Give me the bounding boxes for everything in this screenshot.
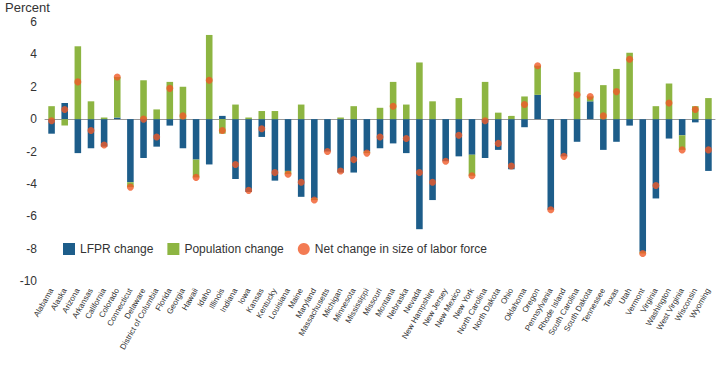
svg-text:Oregon: Oregon [520,286,542,315]
svg-text:Utah: Utah [617,286,634,306]
svg-text:Kansas: Kansas [244,286,266,315]
svg-text:Pennsylvania: Pennsylvania [523,286,555,333]
svg-text:New Mexico: New Mexico [433,286,463,329]
svg-text:Virginia: Virginia [638,286,660,315]
svg-text:New Jersey: New Jersey [420,286,450,328]
svg-text:Idaho: Idaho [195,286,214,309]
svg-text:Connecticut: Connecticut [105,286,135,328]
svg-text:Massachusetts: Massachusetts [296,286,332,338]
svg-text:Hawaii: Hawaii [180,286,200,312]
svg-text:California: California [83,286,108,321]
svg-text:LFPR change: LFPR change [80,242,154,256]
svg-text:South Carolina: South Carolina [546,286,581,337]
svg-text:Georgia: Georgia [164,286,187,316]
svg-text:Rhode Island: Rhode Island [536,286,568,332]
svg-text:Wisconsin: Wisconsin [673,286,700,323]
svg-text:-6: -6 [26,209,37,223]
svg-text:North Carolina: North Carolina [455,286,489,336]
svg-text:Net change in size of labor fo: Net change in size of labor force [315,242,487,256]
svg-text:West Virginia: West Virginia [654,286,687,332]
svg-text:Alaska: Alaska [48,286,69,312]
svg-text:Nebraska: Nebraska [385,286,411,321]
svg-text:Nevada: Nevada [401,286,424,316]
svg-text:Arkansas: Arkansas [70,286,95,321]
svg-text:Alabama: Alabama [31,286,56,319]
svg-text:6: 6 [30,15,37,29]
svg-text:Delaware: Delaware [122,286,148,321]
svg-text:Louisiana: Louisiana [267,286,292,321]
svg-text:Iowa: Iowa [236,286,253,306]
svg-text:Arizona: Arizona [60,286,82,315]
svg-text:South Dakota: South Dakota [562,286,595,334]
svg-text:New Hampshire: New Hampshire [400,286,437,341]
svg-text:Tennessee: Tennessee [580,286,608,325]
svg-text:Washington: Washington [644,286,673,328]
svg-text:Percent: Percent [5,0,50,15]
svg-text:Colorado: Colorado [97,286,122,320]
svg-text:4: 4 [30,47,37,61]
svg-text:Montana: Montana [373,286,397,319]
svg-text:Florida: Florida [153,286,174,313]
svg-text:North Dakota: North Dakota [471,286,503,332]
svg-text:Illinois: Illinois [207,286,227,311]
svg-text:Texas: Texas [602,287,620,310]
svg-text:-4: -4 [26,177,37,191]
svg-text:Minnesota: Minnesota [331,286,358,324]
svg-text:New York: New York [451,286,476,321]
svg-text:-8: -8 [26,242,37,256]
svg-text:Wyoming: Wyoming [688,287,712,320]
svg-text:0: 0 [30,112,37,126]
svg-text:Mississippi: Mississippi [343,286,371,325]
svg-text:-2: -2 [26,145,37,159]
svg-text:Michigan: Michigan [320,286,345,319]
svg-text:District of Columbia: District of Columbia [118,286,161,351]
svg-text:Maryland: Maryland [294,286,319,320]
svg-text:Missouri: Missouri [361,286,384,317]
svg-text:Population change: Population change [184,242,284,256]
svg-text:Ohio: Ohio [499,286,516,306]
svg-text:Maine: Maine [286,286,306,311]
svg-text:Kentucky: Kentucky [254,286,279,320]
svg-text:-10: -10 [20,274,38,288]
svg-text:Vermont: Vermont [624,286,647,317]
svg-text:2: 2 [30,80,37,94]
svg-text:Oklahoma: Oklahoma [502,286,529,323]
svg-text:Indiana: Indiana [218,286,240,314]
